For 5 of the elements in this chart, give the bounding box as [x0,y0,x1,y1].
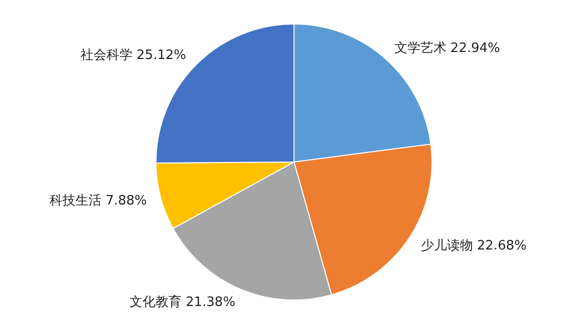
slice-label: 科技生活 7.88% [49,193,147,208]
slice-label: 社会科学 25.12% [80,48,186,63]
slice-label: 文化教育 21.38% [130,294,236,310]
slice-label: 少儿读物 22.68% [420,238,527,254]
slice-label: 文学艺术 22.94% [394,40,500,56]
